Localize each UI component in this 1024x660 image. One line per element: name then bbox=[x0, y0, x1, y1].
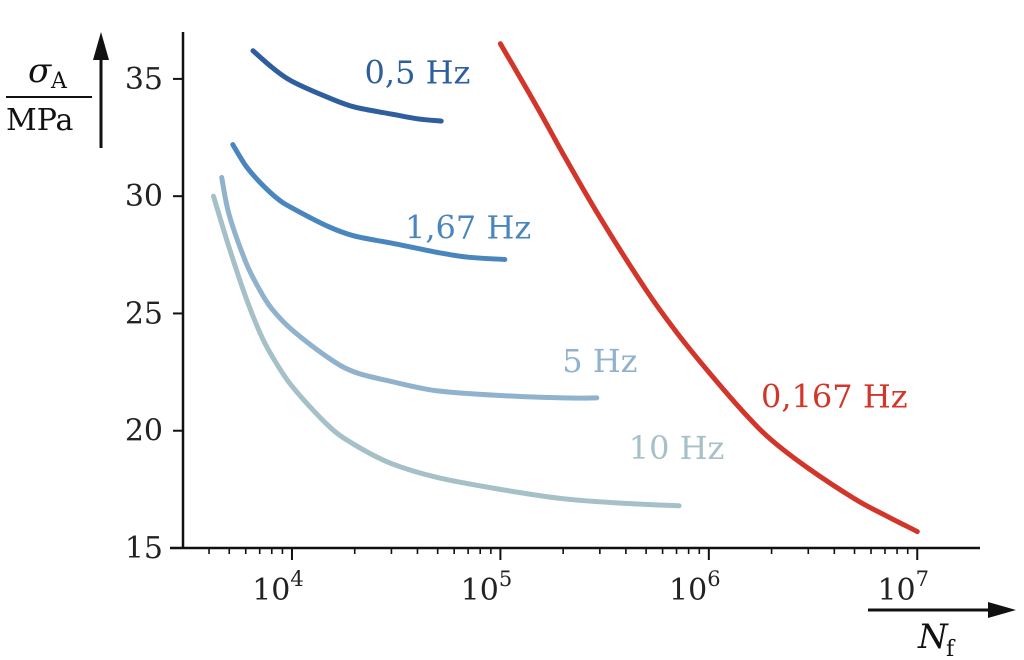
y-tick-label: 35 bbox=[125, 62, 163, 97]
x-tick-label-exponent: 4 bbox=[290, 567, 303, 591]
x-tick-label: 105 bbox=[461, 567, 513, 608]
y-tick-label: 15 bbox=[125, 531, 163, 566]
x-tick-label-base: 10 bbox=[877, 573, 915, 608]
series-line-3 bbox=[211, 193, 682, 509]
y-tick-label: 30 bbox=[125, 179, 163, 214]
y-axis-title-subscript: A bbox=[50, 69, 68, 94]
series-line-1 bbox=[230, 142, 508, 262]
x-axis: 104 105 106 107 bbox=[170, 546, 980, 608]
x-tick-label-exponent: 6 bbox=[707, 567, 720, 591]
series-line-4 bbox=[497, 41, 920, 535]
x-tick-label-base: 10 bbox=[669, 573, 707, 608]
x-axis-arrow-icon bbox=[988, 602, 1016, 618]
series-label-4: 0,167 Hz bbox=[761, 377, 908, 415]
y-tick-label: 25 bbox=[125, 296, 163, 331]
x-tick-label: 106 bbox=[669, 567, 721, 608]
y-axis: 15 20 25 30 35 bbox=[125, 32, 185, 566]
y-axis-arrow-icon bbox=[93, 32, 109, 60]
series-label-0: 0,5 Hz bbox=[365, 54, 471, 92]
series-label-2: 5 Hz bbox=[562, 342, 637, 380]
series-label-1: 1,67 Hz bbox=[405, 208, 531, 246]
x-axis-title: N f bbox=[868, 602, 1016, 660]
y-tick-label: 20 bbox=[125, 414, 163, 449]
x-tick-label: 107 bbox=[877, 567, 929, 608]
series-label-3: 10 Hz bbox=[629, 429, 725, 467]
y-axis-title-symbol: σ bbox=[28, 51, 52, 91]
x-axis-title-symbol: N bbox=[917, 617, 949, 657]
y-axis-title: σ A MPa bbox=[6, 32, 109, 148]
x-tick-label-exponent: 7 bbox=[916, 567, 929, 591]
x-tick-label-base: 10 bbox=[461, 573, 499, 608]
x-tick-label-exponent: 5 bbox=[499, 567, 512, 591]
series-group: 0,5 Hz 1,67 Hz 5 Hz 10 Hz 0,167 Hz bbox=[211, 41, 920, 535]
y-axis-title-unit: MPa bbox=[6, 103, 74, 138]
x-tick-label-base: 10 bbox=[252, 573, 290, 608]
series-line-2 bbox=[219, 174, 600, 401]
x-axis-title-subscript: f bbox=[946, 637, 956, 660]
x-tick-label: 104 bbox=[252, 567, 304, 608]
series-line-0 bbox=[250, 48, 444, 124]
